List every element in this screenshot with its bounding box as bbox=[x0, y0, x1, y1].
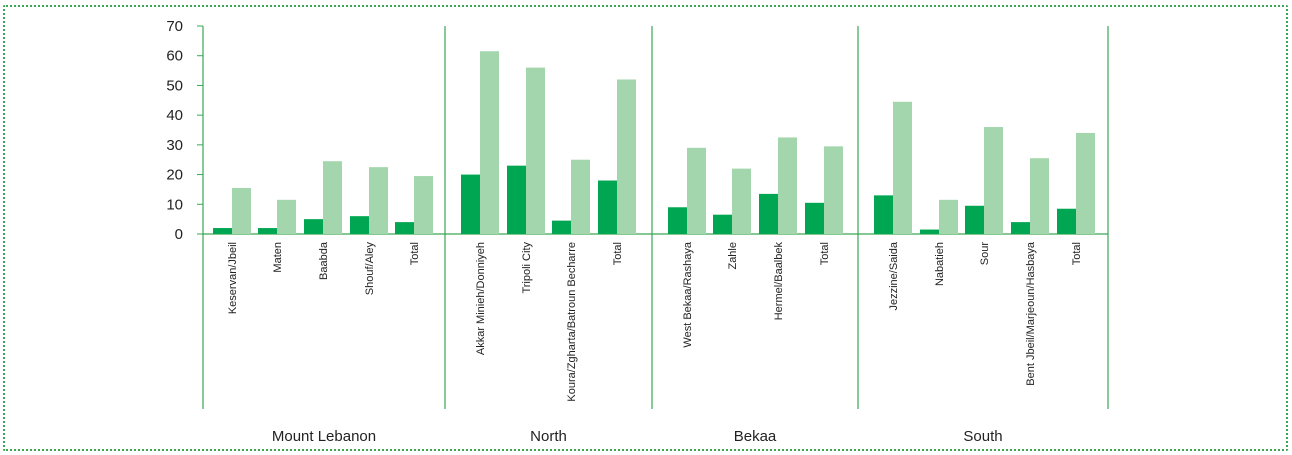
category-label: Nabatieh bbox=[934, 242, 946, 286]
category-label: Bent Jbeil/Marjeoun/Hasbaya bbox=[1025, 241, 1037, 386]
category-label: Total bbox=[819, 242, 831, 265]
y-tick-label: 60 bbox=[166, 48, 183, 65]
group-label: North bbox=[530, 428, 567, 445]
category-label: Total bbox=[1071, 242, 1083, 265]
category-label: Total bbox=[612, 242, 624, 265]
bar-dark bbox=[759, 193, 778, 234]
bar-light bbox=[232, 187, 251, 234]
y-tick-label: 30 bbox=[166, 137, 183, 154]
bar-dark bbox=[920, 229, 939, 234]
bar-light bbox=[277, 199, 296, 234]
bar-light bbox=[1030, 158, 1049, 234]
bar-light bbox=[526, 67, 545, 234]
bar-dark bbox=[304, 219, 323, 234]
bar-light bbox=[617, 79, 636, 234]
category-label: Total bbox=[409, 242, 421, 265]
bar-dark bbox=[805, 202, 824, 234]
category-label: Jezzine/Saida bbox=[888, 241, 900, 310]
bar-light bbox=[824, 146, 843, 234]
category-label: Tripoli City bbox=[521, 242, 533, 294]
bar-dark bbox=[507, 165, 526, 234]
bar-dark bbox=[1011, 222, 1030, 234]
category-label: Zahle bbox=[727, 242, 739, 270]
category-label: Baabda bbox=[318, 241, 330, 280]
bar-light bbox=[1076, 132, 1095, 234]
bar-dark bbox=[668, 207, 687, 234]
bar-dark bbox=[965, 205, 984, 234]
bar-light bbox=[369, 167, 388, 234]
group-label: South bbox=[963, 428, 1002, 445]
category-label: Keservan/Jbeil bbox=[227, 242, 239, 314]
bar-dark bbox=[552, 220, 571, 234]
category-label: Shouf/Aley bbox=[364, 242, 376, 296]
bar-dark bbox=[874, 195, 893, 234]
y-tick-label: 70 bbox=[166, 18, 183, 35]
group-label: Mount Lebanon bbox=[272, 428, 376, 445]
bar-light bbox=[323, 161, 342, 234]
chart-frame bbox=[3, 5, 1288, 451]
y-tick-label: 50 bbox=[166, 77, 183, 94]
bar-dark bbox=[395, 222, 414, 234]
bar-dark bbox=[350, 216, 369, 234]
bar-light bbox=[984, 127, 1003, 234]
y-tick-label: 20 bbox=[166, 167, 183, 184]
y-tick-label: 10 bbox=[166, 196, 183, 213]
y-tick-label: 40 bbox=[166, 107, 183, 124]
bar-light bbox=[571, 159, 590, 234]
bar-dark bbox=[461, 174, 480, 234]
bar-light bbox=[414, 176, 433, 234]
group-label: Bekaa bbox=[734, 428, 777, 445]
category-label: West Bekaa/Rashaya bbox=[682, 241, 694, 347]
bar-light bbox=[939, 199, 958, 234]
bar-dark bbox=[598, 180, 617, 234]
category-label: Sour bbox=[979, 242, 991, 266]
bar-light bbox=[778, 137, 797, 234]
category-label: Maten bbox=[272, 242, 284, 273]
bar-dark bbox=[713, 214, 732, 234]
y-tick-label: 0 bbox=[175, 226, 183, 243]
category-label: Koura/Zgharta/Batroun Becharre bbox=[566, 242, 578, 402]
category-label: Hermel/Baalbek bbox=[773, 242, 785, 321]
bar-light bbox=[480, 51, 499, 234]
bar-light bbox=[687, 147, 706, 234]
bar-dark bbox=[1057, 208, 1076, 234]
category-label: Akkar Minieh/Donniyeh bbox=[475, 242, 487, 355]
bar-dark bbox=[213, 228, 232, 234]
bar-light bbox=[732, 168, 751, 234]
bar-light bbox=[893, 101, 912, 235]
bar-dark bbox=[258, 228, 277, 234]
